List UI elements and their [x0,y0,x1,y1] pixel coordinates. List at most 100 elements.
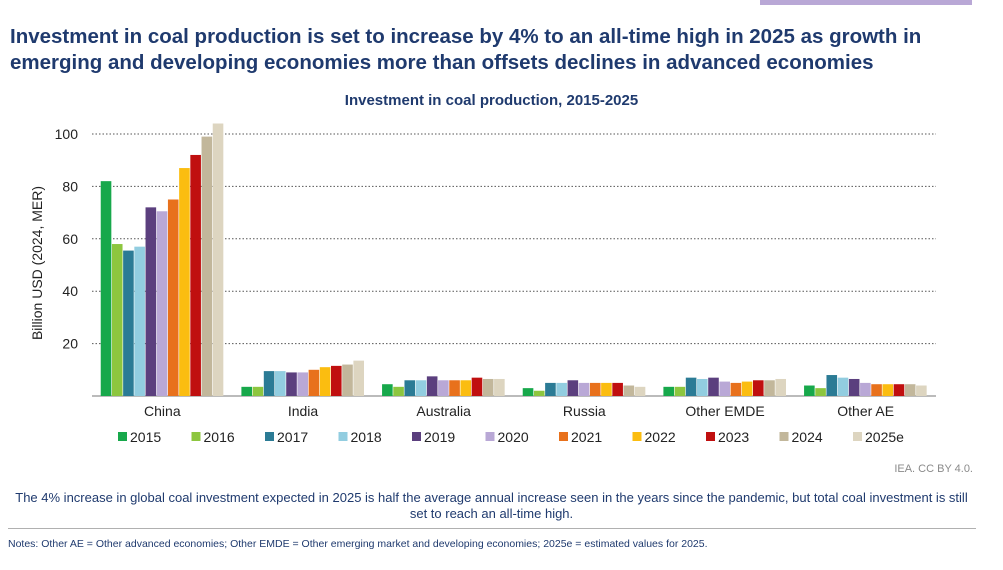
y-tick-label: 100 [55,126,79,142]
bar [775,378,786,396]
y-tick-label: 80 [62,178,78,194]
bar [241,386,252,396]
bar [426,376,438,396]
bar [623,385,635,396]
bar [393,386,404,396]
bar [545,382,556,396]
bar [567,380,579,396]
bar [353,360,364,396]
legend-swatch [632,432,642,441]
legend-swatch [118,432,127,441]
bar [342,364,353,396]
bar [601,382,612,396]
bar [438,380,449,396]
bar [308,369,320,396]
bar [634,386,646,396]
bar [708,377,719,396]
bar [415,380,427,396]
bar [904,384,916,396]
bar [719,381,730,396]
y-axis-label: Billion USD (2024, MER) [29,186,45,340]
page-headline: Investment in coal production is set to … [10,25,922,74]
bar [111,244,123,396]
bar [331,365,342,396]
bar [190,154,201,396]
y-tick-label: 60 [62,231,78,247]
y-tick-label: 40 [62,283,78,299]
x-category-label: Australia [416,403,471,419]
x-category-label: Other EMDE [685,403,764,419]
bar [123,250,134,396]
legend-swatch [559,432,568,441]
bar [893,384,905,396]
legend-label: 2017 [277,429,308,445]
bar [663,386,674,396]
bar [167,199,179,396]
bar [252,386,264,396]
legend-swatch [779,432,789,441]
bar [674,386,686,396]
bar [460,380,472,396]
top-accent-bar [760,0,972,5]
bar [382,384,393,396]
bar [533,390,545,396]
legend-label: 2022 [645,429,676,445]
legend-label: 2023 [718,429,749,445]
bar [275,371,286,396]
legend-swatch [412,432,421,441]
bar [837,377,849,396]
bar [871,384,882,396]
x-category-label: India [288,403,319,419]
legend-swatch [338,432,348,441]
bar [179,168,190,396]
bar [297,372,308,396]
legend-label: 2020 [498,429,529,445]
legend-label: 2024 [792,429,823,445]
bar [449,380,460,396]
legend-label: 2019 [424,429,455,445]
bar [815,388,826,396]
bar [612,382,623,396]
divider [8,528,976,529]
legend-label: 2018 [351,429,382,445]
bar [156,211,168,396]
bar [753,380,764,396]
bar [145,207,157,396]
bar [826,375,838,396]
bar [916,385,927,396]
bar [860,382,871,396]
bar [730,382,742,396]
bar [556,382,567,396]
x-category-label: China [144,403,181,419]
bar [212,123,224,397]
bar [697,378,708,396]
bar [482,378,494,396]
legend-label: 2015 [130,429,161,445]
chart-title: Investment in coal production, 2015-2025 [344,92,639,109]
chart-caption: The 4% increase in global coal investmen… [15,490,968,521]
bar-chart: 20 40 60 80 100 Billion USD (2024, MER) China I… [29,123,936,445]
legend-swatch [853,432,862,441]
bar [404,380,416,396]
legend-label: 2021 [571,429,602,445]
legend-swatch [265,432,274,441]
bar [319,367,331,396]
bar [286,372,297,396]
bar [522,388,534,396]
x-category-label: Other AE [837,403,894,419]
bar [685,377,697,396]
bar [134,246,145,396]
bar [494,378,505,396]
legend-swatch [191,432,201,441]
legend-label: 2025e [865,429,904,445]
legend-label: 2016 [204,429,235,445]
bar [848,378,860,396]
bar [263,371,275,396]
bar [201,136,213,396]
legend-swatch [485,432,495,441]
bar [882,384,894,396]
notes-text: Notes: Other AE = Other advanced economi… [8,538,708,550]
legend-swatch [706,432,715,441]
bar [764,380,775,396]
bar [589,382,601,396]
